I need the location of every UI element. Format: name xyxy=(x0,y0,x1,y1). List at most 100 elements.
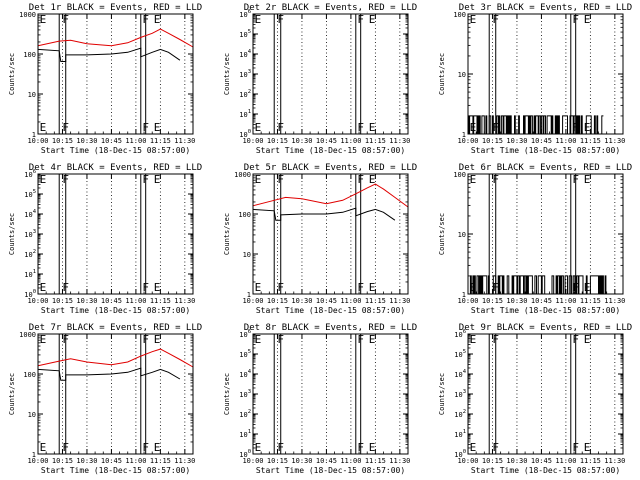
y-tick-label: 1000 xyxy=(19,11,36,19)
y-tick-label: 101 xyxy=(239,429,251,439)
marker-f-top: F xyxy=(277,173,284,186)
x-tick-label: 10:00 xyxy=(242,457,263,465)
x-tick-label: 10:15 xyxy=(52,137,73,145)
marker-e-bottom: E xyxy=(470,441,477,454)
y-tick-label: 10 xyxy=(28,411,36,419)
y-tick-label: 106 xyxy=(239,329,251,339)
marker-f-bottom: F xyxy=(62,121,69,134)
x-tick-label: 11:30 xyxy=(604,297,625,305)
x-tick-label: 11:00 xyxy=(125,457,146,465)
y-tick-label: 100 xyxy=(453,171,466,179)
x-tick-label: 11:30 xyxy=(389,137,410,145)
x-tick-label: 10:45 xyxy=(101,137,122,145)
marker-e-top: E xyxy=(584,333,591,346)
y-axis-label: Counts/sec xyxy=(438,373,446,415)
marker-f-bottom: F xyxy=(572,441,579,454)
x-axis-label: Start Time (18-Dec-15 08:57:00) xyxy=(256,306,405,315)
marker-e-bottom: E xyxy=(154,281,161,294)
x-tick-label: 10:00 xyxy=(27,457,48,465)
x-tick-label: 10:30 xyxy=(291,457,312,465)
panel-title: Det 4r BLACK = Events, RED = LLD xyxy=(29,163,202,173)
y-tick-label: 10 xyxy=(243,251,251,259)
x-tick-label: 10:15 xyxy=(52,457,73,465)
marker-f-top: F xyxy=(572,173,579,186)
marker-e-bottom: E xyxy=(584,441,591,454)
y-tick-label: 103 xyxy=(239,389,251,399)
x-tick-label: 10:45 xyxy=(531,457,552,465)
x-tick-label: 11:15 xyxy=(150,457,171,465)
marker-e-top: E xyxy=(255,173,262,186)
series-events xyxy=(468,275,607,295)
marker-f-top: F xyxy=(492,13,499,26)
x-tick-label: 11:00 xyxy=(555,457,576,465)
x-tick-label: 10:15 xyxy=(267,137,288,145)
marker-f-top: F xyxy=(277,333,284,346)
x-tick-label: 10:00 xyxy=(27,137,48,145)
panel-title: Det 6r BLACK = Events, RED = LLD xyxy=(459,163,632,173)
panel-det-7: Det 7r BLACK = Events, RED = LLD 1 10 100 10… xyxy=(8,323,202,475)
marker-e-top: E xyxy=(154,333,161,346)
marker-f-bottom: F xyxy=(357,281,364,294)
marker-f-top: F xyxy=(572,13,579,26)
marker-e-top: E xyxy=(40,333,47,346)
panel-title: Det 1r BLACK = Events, RED = LLD xyxy=(29,3,202,13)
plot-frame xyxy=(467,173,624,295)
marker-e-top: E xyxy=(470,173,477,186)
marker-e-bottom: E xyxy=(255,121,262,134)
y-tick-label: 100 xyxy=(238,211,251,219)
x-tick-label: 10:30 xyxy=(76,137,97,145)
marker-f-bottom: F xyxy=(277,121,284,134)
y-tick-label: 104 xyxy=(239,369,251,379)
y-tick-label: 100 xyxy=(239,129,251,139)
marker-f-bottom: F xyxy=(357,121,364,134)
marker-f-top: F xyxy=(277,13,284,26)
y-tick-label: 1000 xyxy=(19,331,36,339)
x-tick-label: 11:30 xyxy=(174,297,195,305)
marker-f-bottom: F xyxy=(277,441,284,454)
marker-f-bottom: F xyxy=(62,281,69,294)
x-tick-label: 10:30 xyxy=(506,457,527,465)
plot-frame xyxy=(467,333,624,455)
x-tick-label: 11:15 xyxy=(580,297,601,305)
marker-e-top: E xyxy=(369,333,376,346)
y-tick-label: 102 xyxy=(239,409,251,419)
x-axis-label: Start Time (18-Dec-15 08:57:00) xyxy=(41,306,190,315)
x-tick-label: 11:15 xyxy=(365,137,386,145)
x-tick-label: 11:30 xyxy=(174,137,195,145)
x-tick-label: 10:30 xyxy=(506,297,527,305)
x-tick-label: 10:30 xyxy=(506,137,527,145)
x-tick-label: 11:15 xyxy=(150,297,171,305)
marker-e-top: E xyxy=(255,13,262,26)
x-tick-label: 11:15 xyxy=(580,137,601,145)
y-tick-label: 105 xyxy=(239,29,251,39)
marker-f-top: F xyxy=(142,13,149,26)
y-axis-label: Counts/sec xyxy=(438,53,446,95)
marker-e-bottom: E xyxy=(40,121,47,134)
x-tick-label: 11:00 xyxy=(125,297,146,305)
y-tick-label: 101 xyxy=(454,429,466,439)
y-tick-label: 10 xyxy=(458,231,466,239)
marker-e-top: E xyxy=(40,13,47,26)
y-tick-label: 105 xyxy=(24,189,36,199)
x-tick-label: 11:00 xyxy=(340,137,361,145)
plot-frame xyxy=(467,13,624,135)
y-tick-label: 100 xyxy=(239,449,251,459)
marker-e-bottom: E xyxy=(584,121,591,134)
marker-f-top: F xyxy=(357,13,364,26)
y-tick-label: 100 xyxy=(24,289,36,299)
panel-det-4: Det 4r BLACK = Events, RED = LLD 100 101 10… xyxy=(8,163,202,315)
y-tick-label: 100 xyxy=(23,371,36,379)
y-tick-label: 100 xyxy=(23,51,36,59)
y-tick-label: 104 xyxy=(454,369,466,379)
x-axis-label: Start Time (18-Dec-15 08:57:00) xyxy=(471,466,620,475)
panel-det-2: Det 2r BLACK = Events, RED = LLD 100 101 10… xyxy=(223,3,417,155)
y-tick-label: 102 xyxy=(24,249,36,259)
marker-f-top: F xyxy=(142,333,149,346)
series-lld xyxy=(37,28,194,48)
y-axis-label: Counts/sec xyxy=(438,213,446,255)
panel-det-5: Det 5r BLACK = Events, RED = LLD 1 10 100 10… xyxy=(223,163,417,315)
marker-e-top: E xyxy=(154,13,161,26)
x-tick-label: 10:45 xyxy=(531,297,552,305)
y-tick-label: 102 xyxy=(239,89,251,99)
marker-e-bottom: E xyxy=(369,121,376,134)
